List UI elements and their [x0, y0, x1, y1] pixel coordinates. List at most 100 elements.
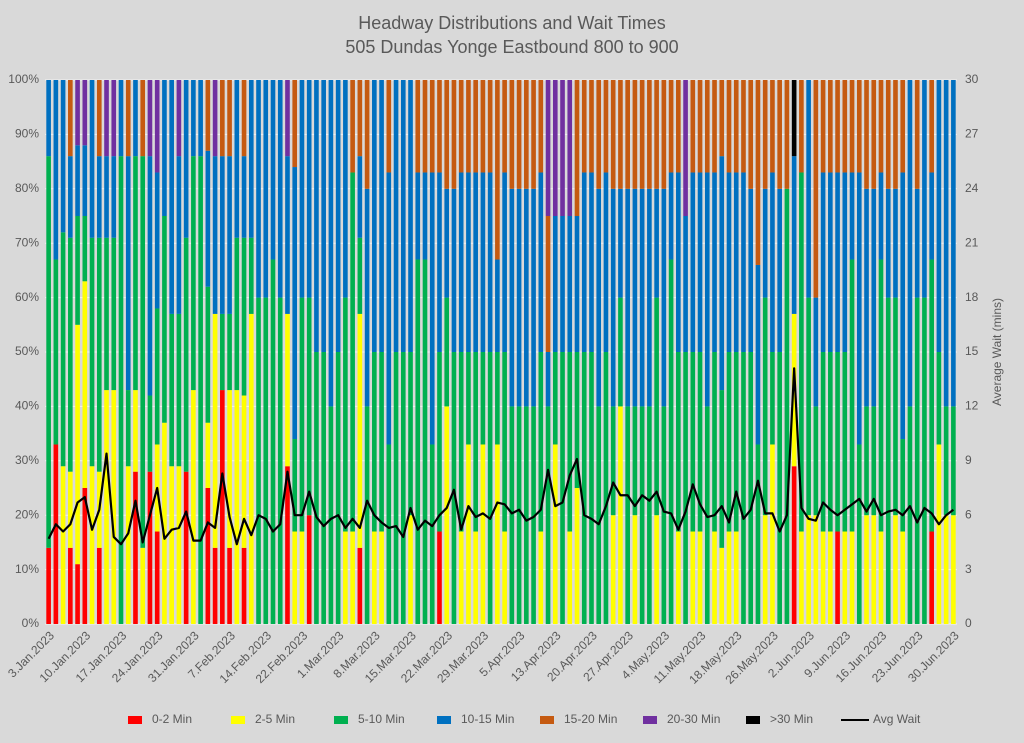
y-tick-label: 10% [15, 562, 39, 576]
bar-segment [386, 172, 392, 445]
bar-segment [567, 352, 573, 532]
bar-segment [683, 352, 688, 624]
bar-segment [900, 531, 906, 624]
legend-label: >30 Min [770, 712, 813, 726]
bar-segment [552, 352, 558, 445]
bar-segment [68, 237, 73, 472]
bar-segment [154, 531, 160, 624]
bar-segment [784, 188, 790, 625]
bar-segment [82, 216, 88, 282]
bar-segment [343, 531, 348, 624]
bar-segment [799, 172, 804, 532]
bar-segment [828, 172, 833, 352]
bar-segment [878, 80, 884, 173]
bar-segment [487, 80, 493, 173]
bar-segment [813, 297, 819, 407]
bar-segment [531, 80, 536, 189]
bar-segment [552, 80, 558, 216]
bar-segment [191, 156, 196, 391]
bar-segment [212, 547, 218, 624]
bar-segment [502, 80, 507, 173]
bar-segment [654, 515, 659, 624]
bar-segment [451, 352, 457, 624]
bar-segment [429, 80, 435, 173]
bar-segment [726, 531, 732, 624]
bar-segment [473, 80, 478, 173]
bar-segment [509, 80, 515, 189]
bar-segment [936, 352, 942, 445]
y2-tick-label: 3 [965, 562, 972, 576]
bar-segment [458, 80, 464, 173]
bar-segment [89, 466, 95, 624]
bar-segment [241, 80, 247, 157]
bar-segment [545, 406, 551, 624]
bar-segment [632, 515, 638, 624]
bar-segment [683, 80, 688, 216]
bar-segment [415, 80, 421, 173]
bar-segment [198, 156, 203, 624]
bar-segment [719, 156, 725, 391]
bar-segment [292, 167, 298, 440]
y-tick-label: 0% [22, 616, 40, 630]
bar-segment [914, 188, 920, 298]
bar-segment [169, 313, 174, 467]
bar-segment [415, 259, 421, 624]
bar-segment [668, 259, 674, 624]
legend-swatch [334, 716, 348, 724]
bar-segment [951, 80, 956, 407]
bar-segment [400, 352, 406, 624]
bar-segment [900, 439, 906, 532]
bar-segment [162, 216, 167, 423]
bar-segment [538, 172, 544, 352]
bar-segment [524, 80, 529, 189]
bar-segment [516, 188, 522, 407]
bar-segment [487, 352, 493, 624]
bar-segment [111, 80, 117, 157]
bar-segment [227, 313, 232, 391]
bar-segment [422, 172, 428, 260]
bar-segment [140, 547, 146, 624]
bar-segment [936, 444, 942, 624]
bar-segment [68, 80, 73, 157]
bar-segment [82, 488, 88, 624]
bar-segment [162, 80, 167, 216]
bar-segment [314, 352, 319, 624]
bar-segment [241, 547, 247, 624]
bar-segment [878, 259, 884, 532]
bar-segment [697, 531, 703, 624]
bar-segment [212, 313, 218, 548]
bar-segment [654, 297, 659, 516]
legend-label: 0-2 Min [152, 712, 192, 726]
legend-swatch [643, 716, 657, 724]
bar-segment [386, 80, 392, 173]
bar-segment [632, 188, 638, 407]
bar-segment [205, 488, 211, 624]
bar-segment [639, 406, 645, 624]
bar-segment [306, 80, 312, 298]
y2-tick-label: 21 [965, 235, 979, 249]
bar-segment [89, 80, 95, 238]
bar-segment [951, 406, 956, 516]
bar-segment [842, 352, 848, 532]
bar-segment [75, 80, 80, 146]
bar-segment [560, 216, 565, 352]
bar-segment [842, 172, 848, 352]
bar-segment [676, 352, 681, 532]
bar-segment [661, 80, 667, 189]
legend-swatch [128, 716, 142, 724]
bar-segment [900, 172, 906, 440]
y2-tick-label: 15 [965, 344, 979, 358]
bar-segment [625, 80, 630, 189]
bar-segment [712, 80, 717, 173]
legend-label: 20-30 Min [667, 712, 720, 726]
bar-segment [372, 531, 377, 624]
bar-segment [545, 80, 551, 216]
bar-segment [574, 80, 580, 216]
bar-segment [893, 297, 898, 516]
bar-segment [241, 237, 247, 396]
bar-segment [212, 156, 218, 314]
bar-segment [943, 80, 949, 407]
bar-segment [176, 80, 182, 157]
bar-segment [943, 406, 949, 516]
bar-segment [907, 80, 913, 407]
